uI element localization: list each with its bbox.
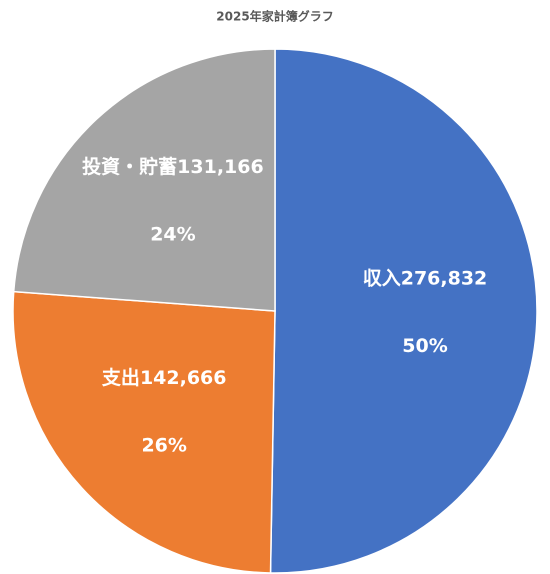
pie-slice <box>12 48 276 312</box>
value-label: 276,832 <box>401 267 488 289</box>
data-label: 収入276,832 <box>363 267 488 289</box>
category-name: 支出 <box>101 366 140 389</box>
pie-slice <box>12 290 276 574</box>
data-label: 支出142,666 <box>101 366 227 389</box>
chart-title: 2025年家計簿グラフ <box>216 9 333 24</box>
category-name: 収入 <box>363 267 401 289</box>
percent-label: 50% <box>402 335 447 357</box>
data-label: 投資・貯蓄131,166 <box>82 155 264 178</box>
value-label: 131,166 <box>177 156 264 178</box>
percent-label: 26% <box>141 435 186 457</box>
pie-slice <box>269 48 538 574</box>
value-label: 142,666 <box>140 367 227 389</box>
category-name: 投資・貯蓄 <box>82 155 177 178</box>
percent-label: 24% <box>150 224 195 246</box>
